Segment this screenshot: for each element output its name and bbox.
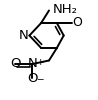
Text: N: N xyxy=(27,57,37,70)
Text: O: O xyxy=(73,16,82,29)
Text: O: O xyxy=(27,72,38,85)
Text: NH₂: NH₂ xyxy=(52,3,77,16)
Text: O: O xyxy=(10,57,20,70)
Text: −: − xyxy=(36,74,43,83)
Text: N: N xyxy=(19,29,29,42)
Text: +: + xyxy=(36,58,43,67)
